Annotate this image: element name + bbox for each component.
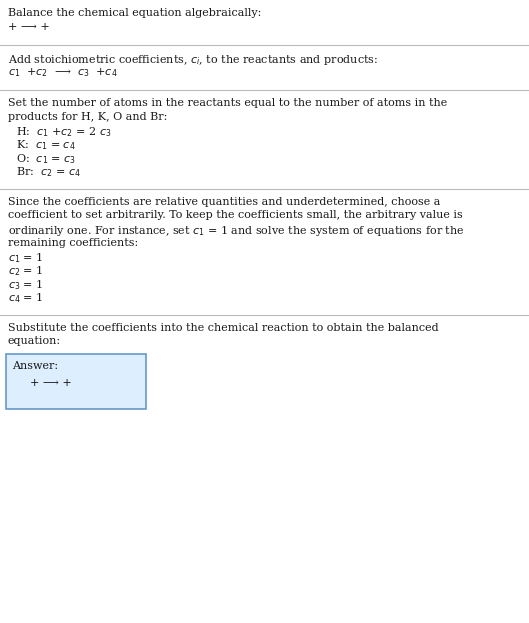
Text: ordinarily one. For instance, set $c_1$ = 1 and solve the system of equations fo: ordinarily one. For instance, set $c_1$ … [8,224,464,238]
Text: products for H, K, O and Br:: products for H, K, O and Br: [8,112,167,121]
Text: $c_1$  +$c_2$  ⟶  $c_3$  +$c_4$: $c_1$ +$c_2$ ⟶ $c_3$ +$c_4$ [8,67,117,79]
Text: Answer:: Answer: [12,361,58,371]
Text: + ⟶ +: + ⟶ + [30,379,72,389]
Text: Set the number of atoms in the reactants equal to the number of atoms in the: Set the number of atoms in the reactants… [8,98,447,108]
Text: remaining coefficients:: remaining coefficients: [8,237,138,247]
FancyBboxPatch shape [6,354,146,409]
Text: $c_4$ = 1: $c_4$ = 1 [8,292,43,305]
Text: H:  $c_1$ +$c_2$ = 2 $c_3$: H: $c_1$ +$c_2$ = 2 $c_3$ [16,125,112,139]
Text: coefficient to set arbitrarily. To keep the coefficients small, the arbitrary va: coefficient to set arbitrarily. To keep … [8,211,463,221]
Text: Substitute the coefficients into the chemical reaction to obtain the balanced: Substitute the coefficients into the che… [8,323,439,333]
Text: $c_1$ = 1: $c_1$ = 1 [8,251,43,265]
Text: Since the coefficients are relative quantities and underdetermined, choose a: Since the coefficients are relative quan… [8,197,440,207]
Text: $c_2$ = 1: $c_2$ = 1 [8,265,43,278]
Text: Add stoichiometric coefficients, $c_i$, to the reactants and products:: Add stoichiometric coefficients, $c_i$, … [8,53,378,67]
Text: O:  $c_1$ = $c_3$: O: $c_1$ = $c_3$ [16,152,76,166]
Text: + ⟶ +: + ⟶ + [8,22,50,32]
Text: $c_3$ = 1: $c_3$ = 1 [8,278,43,292]
Text: equation:: equation: [8,336,61,346]
Text: Balance the chemical equation algebraically:: Balance the chemical equation algebraica… [8,8,261,18]
Text: K:  $c_1$ = $c_4$: K: $c_1$ = $c_4$ [16,138,76,152]
Text: Br:  $c_2$ = $c_4$: Br: $c_2$ = $c_4$ [16,166,81,179]
